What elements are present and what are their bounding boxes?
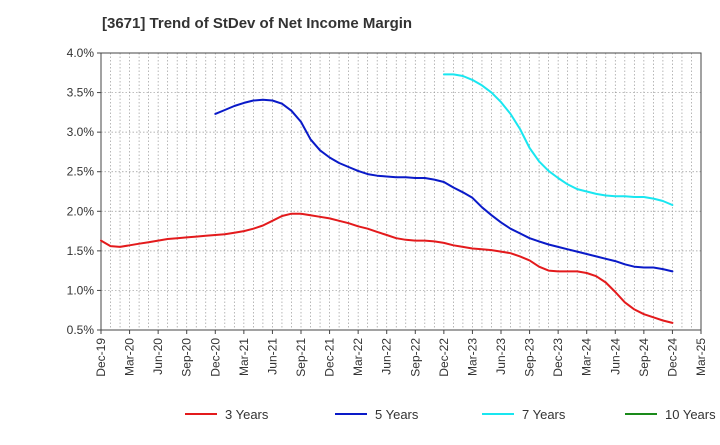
x-tick-label: Sep-23 <box>523 338 537 377</box>
series-line-5-years <box>214 98 674 273</box>
x-tick-label: Mar-20 <box>123 338 137 376</box>
legend-label-5-years: 5 Years <box>375 407 419 422</box>
legend-label-7-years: 7 Years <box>522 407 566 422</box>
x-tick-label: Mar-22 <box>351 338 365 376</box>
legend-label-3-years: 3 Years <box>225 407 269 422</box>
x-tick-label: Dec-24 <box>665 338 679 377</box>
y-tick-label: 2.0% <box>67 204 95 218</box>
y-tick-label: 2.5% <box>67 165 95 179</box>
chart-title: [3671] Trend of StDev of Net Income Marg… <box>102 15 413 32</box>
y-tick-label: 1.0% <box>67 283 95 297</box>
grid-layer <box>101 52 701 331</box>
legend: 3 Years 5 Years 7 Years 10 Years <box>185 407 716 422</box>
y-tick-label: 3.5% <box>67 86 95 100</box>
x-tick-label: Sep-22 <box>408 338 422 377</box>
x-tick-label: Jun-21 <box>265 338 279 375</box>
x-tick-label: Jun-24 <box>608 338 622 375</box>
x-tick-label: Dec-23 <box>551 338 565 377</box>
x-tick-label: Mar-25 <box>694 338 708 376</box>
y-tick-label: 0.5% <box>67 323 95 337</box>
x-tick-label: Jun-20 <box>151 338 165 375</box>
x-tick-label: Sep-20 <box>180 338 194 377</box>
x-tick-label: Jun-22 <box>380 338 394 375</box>
x-tick-label: Sep-24 <box>637 338 651 377</box>
x-tick-label: Dec-20 <box>208 338 222 377</box>
plot-border <box>100 52 702 331</box>
y-tick-label: 4.0% <box>67 46 95 60</box>
x-tick-label: Dec-21 <box>323 338 337 377</box>
x-tick-label: Jun-23 <box>494 338 508 375</box>
plot-area <box>101 53 701 330</box>
x-tick-label: Mar-21 <box>237 338 251 376</box>
x-tick-label: Dec-22 <box>437 338 451 377</box>
x-tick-label: Dec-19 <box>94 338 108 377</box>
y-tick-label: 1.5% <box>67 244 95 258</box>
x-tick-label: Sep-21 <box>294 338 308 377</box>
x-tick-label: Mar-23 <box>465 338 479 376</box>
x-tick-label: Mar-24 <box>580 338 594 376</box>
y-tick-label: 3.0% <box>67 125 95 139</box>
axis-layer: 0.5% 1.0% 1.5% 2.0% 2.5% 3.0% 3.5% 4.0% Dec-19 Ma… <box>67 46 708 377</box>
series-line-3-years <box>100 212 674 324</box>
series-layer <box>100 73 674 324</box>
legend-label-10-years: 10 Years <box>665 407 716 422</box>
series-line-7-years <box>442 73 674 206</box>
